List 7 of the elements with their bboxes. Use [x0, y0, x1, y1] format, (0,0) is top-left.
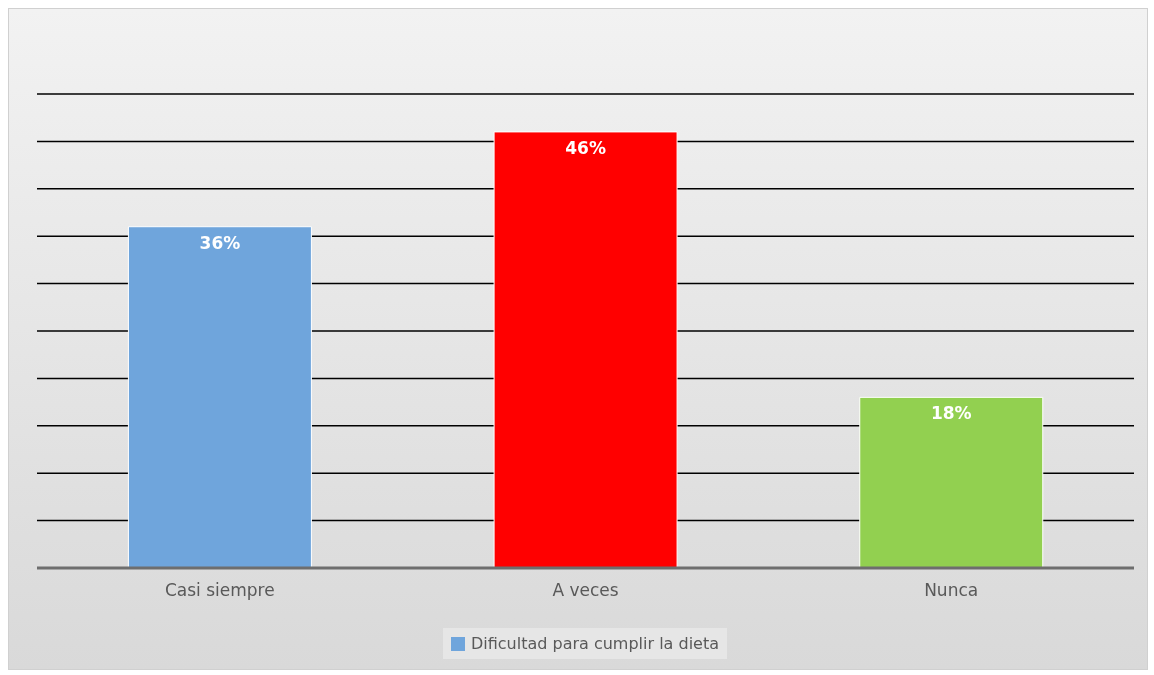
x-tick-label: Casi siempre [164, 580, 275, 601]
x-tick-label: Nunca [924, 580, 979, 601]
data-label: 18% [930, 403, 972, 424]
legend-label: Dificultad para cumplir la dieta [442, 628, 728, 659]
x-tick-label: A veces [552, 580, 619, 601]
data-label: 46% [565, 137, 606, 158]
data-label: 36% [199, 232, 241, 253]
